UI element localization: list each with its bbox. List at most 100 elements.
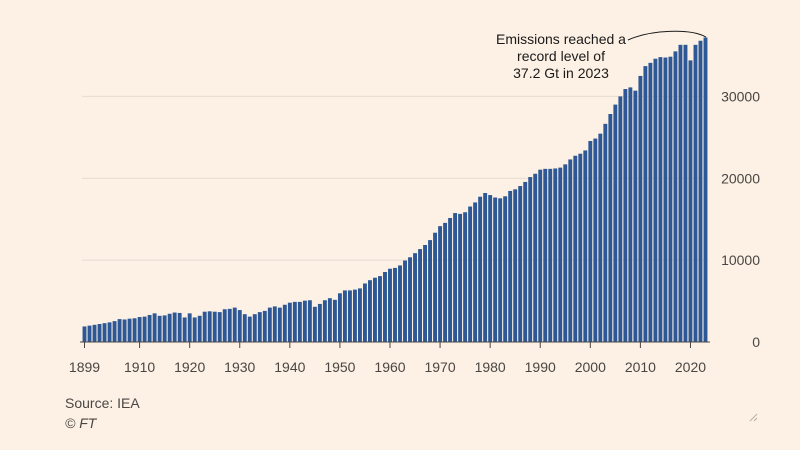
emissions-bar xyxy=(523,181,528,342)
emissions-bar xyxy=(698,40,703,342)
emissions-bar xyxy=(357,288,362,342)
emissions-bar xyxy=(508,190,513,342)
emissions-bar xyxy=(287,302,292,342)
emissions-bar xyxy=(202,311,207,342)
emissions-bar xyxy=(352,289,357,342)
emissions-bar xyxy=(217,312,222,342)
emissions-bar xyxy=(92,324,97,342)
emissions-bar xyxy=(112,321,117,342)
record-annotation: Emissions reached a record level of 37.2… xyxy=(496,30,707,81)
emissions-bar xyxy=(538,169,543,342)
emissions-bar xyxy=(107,322,112,342)
bars xyxy=(82,37,708,343)
emissions-bar xyxy=(528,177,533,342)
emissions-bar xyxy=(117,319,122,342)
y-axis-ticks: 0 10000 20000 30000 xyxy=(721,88,760,350)
emissions-bar xyxy=(578,153,583,342)
emissions-bar xyxy=(403,260,407,342)
emissions-bar xyxy=(648,62,653,342)
emissions-bar xyxy=(503,196,508,342)
emissions-bar xyxy=(332,299,337,342)
y-tick-label: 10000 xyxy=(721,252,760,268)
emissions-bar xyxy=(182,317,187,342)
x-tick-label: 1920 xyxy=(174,359,205,375)
emissions-bar xyxy=(342,290,347,342)
emissions-bar xyxy=(668,56,673,342)
annotation-line-1: Emissions reached a xyxy=(496,31,626,47)
emissions-bar xyxy=(212,311,217,342)
x-tick-label: 1960 xyxy=(374,359,405,375)
emissions-bar xyxy=(663,57,668,342)
x-axis-ticks: 1899 1910 1920 1930 1940 1950 1960 1970 1980 1990… xyxy=(69,342,706,375)
emissions-bar xyxy=(513,189,518,342)
emissions-bar xyxy=(172,312,177,342)
emissions-bar xyxy=(448,217,453,342)
emissions-bar xyxy=(498,198,503,342)
emissions-bar xyxy=(207,311,212,342)
emissions-bar xyxy=(327,298,332,342)
emissions-bar xyxy=(643,66,648,343)
emissions-bar xyxy=(192,317,197,342)
emissions-bar xyxy=(252,314,257,342)
y-tick-label: 0 xyxy=(752,334,760,350)
emissions-bar xyxy=(473,202,478,342)
emissions-bar xyxy=(693,44,698,342)
emissions-bar xyxy=(142,316,147,342)
emissions-bar xyxy=(82,326,87,342)
emissions-bar xyxy=(438,226,443,342)
emissions-bar xyxy=(393,267,397,342)
emissions-bar xyxy=(87,325,92,342)
emissions-bar xyxy=(373,277,377,342)
emissions-bar xyxy=(478,196,483,342)
emissions-bar xyxy=(157,315,162,342)
emissions-bar xyxy=(443,222,448,342)
emissions-bar xyxy=(222,309,227,342)
emissions-bar xyxy=(242,314,247,342)
x-tick-label: 1980 xyxy=(475,359,506,375)
emissions-bar xyxy=(302,300,307,342)
emissions-bar xyxy=(408,257,412,342)
emissions-bar xyxy=(483,193,488,342)
emissions-bar xyxy=(598,133,603,342)
emissions-bar xyxy=(137,317,142,342)
emissions-bar xyxy=(533,173,538,342)
emissions-bar xyxy=(322,300,327,342)
emissions-bar xyxy=(608,114,613,342)
emissions-bar xyxy=(388,268,392,342)
emissions-bar xyxy=(97,323,102,342)
emissions-bar xyxy=(688,60,693,342)
emissions-bar xyxy=(618,96,623,343)
emissions-bar xyxy=(653,58,658,343)
emissions-bar xyxy=(378,276,382,342)
emissions-bar xyxy=(553,168,558,342)
x-tick-label: 1899 xyxy=(69,359,100,375)
emissions-bar xyxy=(122,319,127,342)
emissions-bar xyxy=(237,310,242,342)
emissions-bar xyxy=(623,89,628,342)
emissions-bar xyxy=(177,312,182,342)
emissions-bar xyxy=(363,283,367,342)
emissions-bar xyxy=(167,313,172,342)
emissions-bar xyxy=(272,306,277,342)
emissions-bar xyxy=(277,307,282,342)
emissions-bar xyxy=(563,164,568,342)
emissions-bar xyxy=(463,212,468,342)
emissions-bar xyxy=(453,213,458,342)
emissions-bar xyxy=(368,280,372,342)
emissions-bar xyxy=(468,206,473,342)
annotation-line-3: 37.2 Gt in 2023 xyxy=(513,65,609,81)
x-tick-label: 2020 xyxy=(675,359,706,375)
emissions-bar xyxy=(247,316,252,342)
emissions-bar xyxy=(307,300,312,342)
emissions-bar xyxy=(383,272,387,342)
x-tick-label: 2010 xyxy=(625,359,656,375)
source-note: Source: IEA xyxy=(65,395,140,411)
y-tick-label: 20000 xyxy=(721,170,760,186)
x-tick-label: 1990 xyxy=(525,359,556,375)
emissions-bar xyxy=(603,123,608,342)
emissions-bar xyxy=(257,312,262,342)
resize-grip-icon xyxy=(749,413,758,422)
annotation-leader xyxy=(627,30,707,41)
emissions-bar xyxy=(573,155,578,342)
copyright-credit: © FT xyxy=(65,415,97,431)
